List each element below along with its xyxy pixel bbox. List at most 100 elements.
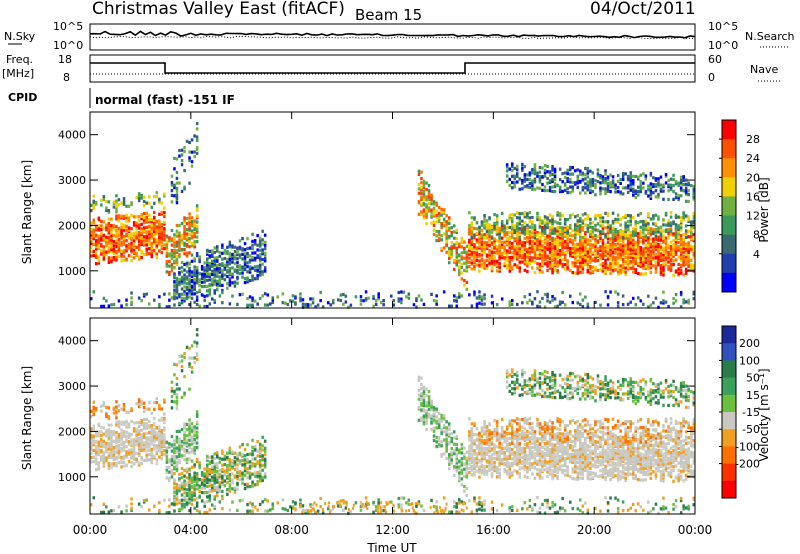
power-cell <box>475 255 479 259</box>
power-cell <box>611 257 615 261</box>
power-cell <box>508 183 512 187</box>
power-cell <box>604 263 607 267</box>
velocity-cell <box>198 478 201 482</box>
power-cell <box>107 210 111 214</box>
power-cell <box>117 216 121 220</box>
velocity-cell <box>165 468 169 472</box>
power-cell <box>538 236 542 240</box>
power-cell <box>616 247 620 251</box>
power-cell <box>584 212 587 216</box>
velocity-cell <box>107 462 111 466</box>
power-cell <box>148 224 151 228</box>
power-cell <box>127 246 131 250</box>
power-cell <box>632 238 635 242</box>
power-cell <box>576 271 580 275</box>
velocity-cell <box>221 451 224 455</box>
power-cell <box>505 221 509 225</box>
power-cell <box>664 228 668 232</box>
power-cell <box>536 247 539 251</box>
power-cell <box>455 241 459 245</box>
power-cell <box>533 241 537 246</box>
velocity-cell <box>427 412 431 416</box>
power-cell <box>662 223 665 227</box>
power-cell <box>632 253 635 257</box>
velocity-cell <box>160 439 164 443</box>
power-cell <box>135 223 138 227</box>
power-cell <box>485 263 489 267</box>
power-cell <box>511 186 514 190</box>
velocity-cell <box>188 426 191 430</box>
power-cell <box>221 272 224 276</box>
power-cell <box>591 226 595 230</box>
power-cell <box>432 232 436 237</box>
power-cell <box>642 272 645 276</box>
power-cell <box>526 301 529 305</box>
velocity-cell <box>206 473 209 477</box>
velocity-cell <box>140 428 143 432</box>
velocity-cell <box>180 453 184 458</box>
velocity-cell <box>163 412 166 416</box>
power-cell <box>105 228 108 232</box>
power-cell <box>490 261 494 265</box>
power-cell <box>579 270 582 274</box>
power-cell <box>599 303 602 307</box>
velocity-cell <box>155 436 159 440</box>
colorbar-tick-label: 12 <box>746 210 760 223</box>
power-cell <box>591 171 595 175</box>
power-cell <box>473 226 476 231</box>
power-cell <box>664 258 668 262</box>
power-cell <box>601 261 605 266</box>
power-cell <box>526 262 529 266</box>
colorbar-tick-label: 8 <box>753 229 760 242</box>
velocity-cell <box>231 458 234 463</box>
power-cell <box>251 232 254 236</box>
power-cell <box>135 253 138 258</box>
velocity-cell <box>175 399 179 403</box>
power-cell <box>526 184 529 188</box>
power-cell <box>500 230 504 234</box>
power-cell <box>455 228 459 232</box>
velocity-cell <box>117 451 121 455</box>
power-cell <box>624 261 627 266</box>
velocity-cell <box>183 432 186 436</box>
power-cell <box>669 265 673 269</box>
power-cell <box>148 201 151 205</box>
power-cell <box>662 267 665 271</box>
power-cell <box>483 293 486 297</box>
power-cell <box>508 250 512 254</box>
power-cell <box>188 216 191 220</box>
power-cell <box>654 230 658 234</box>
velocity-cell <box>185 457 189 461</box>
power-cell <box>470 238 474 242</box>
power-cell <box>626 190 630 194</box>
velocity-cell <box>243 470 247 474</box>
power-cell <box>253 258 257 262</box>
velocity-cell <box>246 467 249 471</box>
power-cell <box>480 244 484 249</box>
power-cell <box>652 252 655 256</box>
power-cell <box>241 292 244 296</box>
velocity-cell <box>175 446 179 450</box>
power-cell <box>591 269 595 274</box>
power-cell <box>566 191 569 195</box>
power-cell <box>261 262 264 266</box>
velocity-cell <box>228 451 232 455</box>
power-cell <box>142 239 146 243</box>
power-cell <box>516 164 519 168</box>
power-cell <box>100 203 103 207</box>
velocity-cell <box>102 432 106 436</box>
power-cell <box>148 195 151 199</box>
velocity-cell <box>206 484 209 488</box>
power-cell <box>536 211 539 215</box>
power-cell <box>200 285 204 289</box>
velocity-cell <box>115 455 118 460</box>
power-cell <box>518 255 522 259</box>
power-cell <box>127 236 131 240</box>
velocity-cell <box>148 458 151 462</box>
velocity-cell <box>137 405 141 409</box>
power-cell <box>115 233 118 237</box>
power-cell <box>110 217 113 221</box>
power-cell <box>498 239 501 243</box>
power-cell <box>657 249 660 253</box>
